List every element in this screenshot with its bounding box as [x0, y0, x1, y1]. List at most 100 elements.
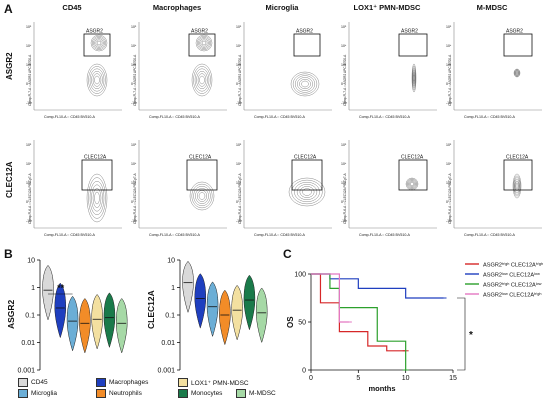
y-tick-label: 10⁵ — [236, 25, 242, 29]
density-contour — [91, 71, 103, 90]
density-contour — [410, 182, 414, 186]
y-tick-label: 100 — [294, 272, 306, 279]
x-tick-label: 15 — [449, 375, 457, 382]
y-tick-label: 10⁴ — [446, 44, 452, 48]
legend-item: M-MDSC — [236, 389, 276, 398]
density-contour — [411, 63, 417, 93]
y-tick-label: 10³ — [26, 181, 32, 185]
y-tick-label: -10³ — [131, 219, 138, 223]
legend-label: Monocytes — [191, 390, 223, 397]
y-tick-label: 10³ — [446, 63, 452, 67]
gate-label: ASGR2 — [86, 29, 103, 35]
violin-mark — [194, 273, 207, 329]
y-axis-label: Comp-FL6-A :: CLEC12A PE-Cy7-A — [238, 172, 242, 224]
flow-column-title: Microglia — [265, 3, 299, 12]
y-tick-label: 10⁵ — [131, 25, 137, 29]
y-tick-label: 0 — [446, 200, 448, 204]
legend-label: CD45 — [31, 379, 48, 386]
density-contour — [515, 71, 519, 75]
gate-box — [398, 33, 428, 57]
violin-mark — [79, 298, 91, 354]
density-contour — [195, 188, 209, 204]
density-contour — [412, 70, 416, 86]
density-contour — [514, 69, 520, 77]
density-contour — [89, 68, 105, 92]
y-tick-label: 10⁵ — [341, 25, 347, 29]
y-axis-label: Comp-FL7-A :: ASGR2 APC-A700-A — [448, 54, 452, 106]
legend-item: CD45 — [18, 378, 48, 387]
y-axis-label: Comp-FL7-A :: ASGR2 APC-A700-A — [133, 54, 137, 106]
density-contour — [288, 177, 326, 207]
density-contour — [407, 179, 417, 189]
x-axis-label: Comp-FL10-A :: CD45 BV510-A — [359, 233, 411, 237]
y-tick-label: 10⁵ — [236, 143, 242, 147]
y-tick-label: -10³ — [26, 219, 33, 223]
flow-column-title: CD45 — [62, 3, 82, 12]
legend-label: M-MDSC — [249, 390, 276, 397]
violin-mark — [115, 298, 128, 354]
y-tick-label: 0.001 — [157, 368, 175, 375]
y-tick-label: 10⁵ — [446, 143, 452, 147]
significance-label: ** — [57, 283, 65, 293]
density-contour — [90, 34, 108, 52]
density-contour — [408, 180, 416, 188]
y-tick-label: 0 — [446, 82, 448, 86]
legend-item: Microglia — [18, 389, 57, 398]
gate-box — [503, 159, 533, 191]
significance-bracket — [457, 297, 466, 371]
y-tick-label: 10⁵ — [26, 25, 32, 29]
density-contour — [94, 75, 100, 85]
y-tick-label: 0.1 — [165, 313, 175, 320]
y-tick-label: 0 — [131, 82, 133, 86]
x-tick-label: 0 — [309, 375, 313, 382]
density-contour — [516, 71, 518, 75]
legend-swatch — [178, 389, 188, 398]
violin-mark — [42, 264, 54, 321]
density-contour — [299, 186, 315, 198]
density-contour — [294, 182, 320, 203]
density-contour — [191, 63, 213, 97]
y-axis-label: Comp-FL7-A :: ASGR2 APC-A700-A — [238, 54, 242, 106]
density-contour — [201, 40, 207, 46]
x-tick-label: 5 — [356, 375, 360, 382]
density-contour — [88, 66, 106, 94]
y-tick-label: -10³ — [341, 101, 348, 105]
density-contour — [193, 66, 211, 94]
density-contour — [292, 73, 318, 95]
density-contour — [290, 71, 320, 97]
x-axis-label: Comp-FL10-A :: CD45 BV510-A — [254, 115, 306, 119]
density-contour — [86, 173, 108, 223]
x-axis-label: Comp-FL10-A :: CD45 BV510-A — [149, 233, 201, 237]
legend-b: CD45 Macrophages LOX1⁺ PMN-MDSC Microglia Ne… — [18, 378, 280, 402]
density-contour — [295, 75, 316, 93]
y-tick-label: 10⁴ — [26, 44, 32, 48]
y-tick-label: 0 — [236, 200, 238, 204]
y-axis-label: Comp-FL6-A :: CLEC12A PE-Cy7-A — [28, 172, 32, 224]
y-tick-label: 10 — [27, 258, 35, 265]
y-tick-label: 10⁴ — [131, 44, 137, 48]
y-axis-label: ASGR2 — [6, 299, 16, 329]
x-axis-label: Comp-FL10-A :: CD45 BV510-A — [149, 115, 201, 119]
y-tick-label: 10⁵ — [341, 143, 347, 147]
gate-label: CLEC12A — [84, 155, 107, 161]
y-tick-label: -10³ — [341, 219, 348, 223]
y-axis-label: Comp-FL6-A :: CLEC12A PE-Cy7-A — [448, 172, 452, 224]
violin-mark — [243, 274, 256, 331]
density-contour — [86, 63, 108, 97]
density-contour — [515, 182, 519, 190]
flow-column-title: LOX1⁺ PMN-MDSC — [353, 3, 421, 12]
flow-column-title: Macrophages — [152, 3, 202, 12]
gate-box — [398, 159, 428, 191]
legend-label: ASGR2ˡᵒʷ CLEC12Aʰⁱᵍʰ — [483, 292, 541, 299]
y-tick-label: 10 — [167, 258, 175, 265]
y-tick-label: 10³ — [26, 63, 32, 67]
y-tick-label: 0.1 — [25, 313, 35, 320]
density-contour — [512, 173, 522, 199]
y-tick-label: 10⁴ — [236, 162, 242, 166]
